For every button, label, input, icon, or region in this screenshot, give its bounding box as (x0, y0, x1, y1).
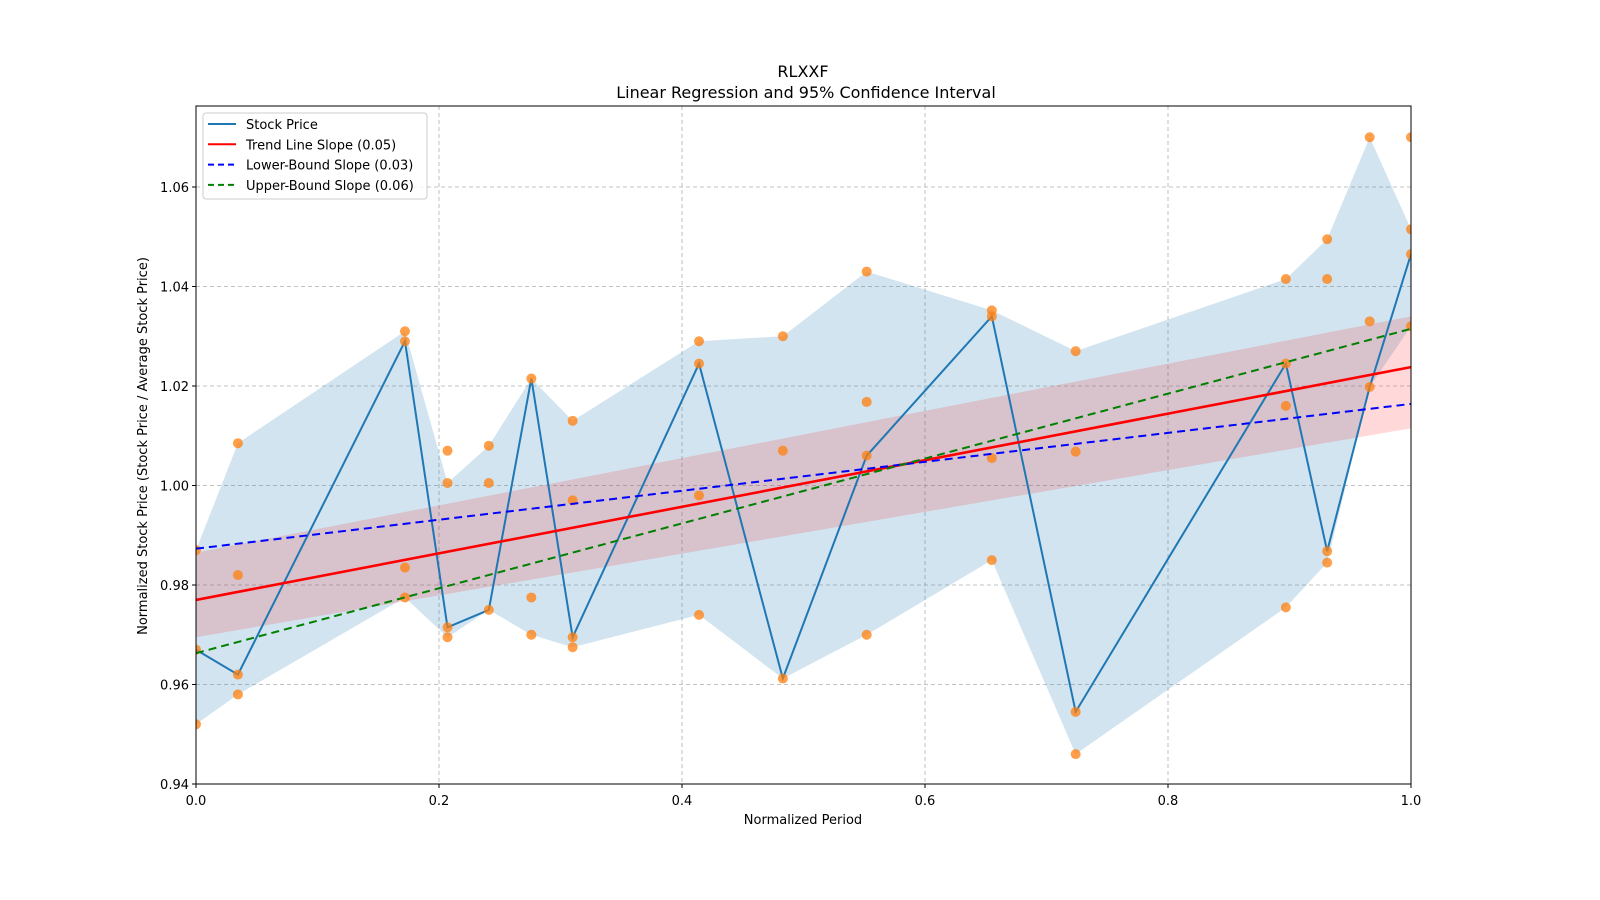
scatter-point (1322, 234, 1333, 245)
scatter-point (694, 336, 705, 347)
scatter-point (1070, 446, 1081, 457)
scatter-point (777, 445, 788, 456)
legend-box (202, 112, 428, 200)
scatter-point (483, 478, 494, 489)
upper-bound-line (196, 327, 1411, 655)
scatter-point (526, 373, 537, 384)
scatter-point (526, 629, 537, 640)
scatter-point (442, 478, 453, 489)
stock-price-line (196, 253, 1411, 715)
axes (195, 105, 1412, 785)
legend-label: Lower-Bound Slope (0.03) (246, 159, 413, 174)
scatter-point (1280, 602, 1291, 613)
legend: Stock Price Trend Line Slope (0.05) Lower-… (202, 112, 428, 200)
scatter-point (861, 266, 872, 277)
y-tick-label: 1.02 (160, 380, 189, 395)
scatter-point (694, 358, 705, 369)
x-tick-label: 0.8 (1158, 794, 1179, 809)
scatter-point (1070, 749, 1081, 760)
scatter-point (986, 453, 997, 464)
scatter-point (232, 438, 243, 449)
scatter-point (1322, 274, 1333, 285)
chart-title: RLXXF (777, 62, 828, 81)
scatter-point (526, 592, 537, 603)
y-tick-label: 1.04 (160, 281, 189, 296)
scatter-point (1406, 132, 1411, 143)
scatter-point (232, 669, 243, 680)
scatter-point (567, 415, 578, 426)
x-tick-label: 0.6 (915, 794, 936, 809)
x-axis-label: Normalized Period (744, 813, 862, 828)
range-fill-area (196, 137, 1411, 755)
scatter-point (483, 604, 494, 615)
legend-label: Trend Line Slope (0.05) (245, 138, 396, 153)
scatter-point (1322, 557, 1333, 568)
scatter-point (694, 609, 705, 620)
scatter-point (1364, 132, 1375, 143)
scatter-point (232, 570, 243, 581)
scatter-point (196, 719, 201, 730)
scatter-point (483, 440, 494, 451)
scatter-point (1364, 381, 1375, 392)
scatter-point (399, 336, 410, 347)
scatter-point (442, 632, 453, 643)
x-tick-label: 0.0 (186, 794, 207, 809)
scatter-point (1280, 274, 1291, 285)
y-tick-label: 0.98 (160, 579, 189, 594)
lower-bound-line (196, 402, 1411, 550)
scatter-point (399, 562, 410, 573)
ticks: 0.0 0.2 0.4 0.6 0.8 1.0 0.94 0.96 0.98 1.00 1.02 1.… (160, 181, 1421, 809)
scatter-point (442, 445, 453, 456)
trend-line (196, 365, 1411, 602)
x-tick-label: 0.2 (429, 794, 450, 809)
y-tick-label: 0.96 (160, 679, 189, 694)
titles: RLXXF Linear Regression and 95% Confiden… (616, 62, 996, 102)
scatter-point (1280, 400, 1291, 411)
scatter-point (442, 622, 453, 633)
scatter-point (777, 331, 788, 342)
scatter-point (861, 629, 872, 640)
plot-area (196, 132, 1411, 760)
scatter-point (399, 592, 410, 603)
scatter-point (232, 689, 243, 700)
legend-label: Upper-Bound Slope (0.06) (246, 179, 414, 194)
scatter-point (1070, 346, 1081, 357)
scatter-point (1322, 546, 1333, 557)
scatter-point (1406, 224, 1411, 235)
scatter-point (1406, 249, 1411, 260)
x-tick-label: 1.0 (1401, 794, 1422, 809)
y-tick-label: 1.06 (160, 181, 189, 196)
axes-frame (195, 105, 1412, 785)
scatter-point (1280, 358, 1291, 369)
scatter-point (567, 632, 578, 643)
scatter-point (861, 396, 872, 407)
y-axis-label: Normalized Stock Price (Stock Price / Av… (136, 257, 151, 635)
y-tick-label: 0.94 (160, 778, 189, 793)
x-tick-label: 0.4 (672, 794, 693, 809)
scatter-point (986, 311, 997, 322)
scatter-point (1364, 316, 1375, 327)
scatter-point (986, 555, 997, 566)
scatter-point (861, 450, 872, 461)
scatter-point (567, 642, 578, 653)
scatter-point (399, 326, 410, 337)
y-tick-label: 1.00 (160, 480, 189, 495)
legend-label: Stock Price (246, 118, 318, 133)
scatter-point (1070, 706, 1081, 717)
chart-subtitle: Linear Regression and 95% Confidence Int… (616, 83, 996, 102)
scatter-point (694, 490, 705, 501)
scatter-point (777, 673, 788, 684)
